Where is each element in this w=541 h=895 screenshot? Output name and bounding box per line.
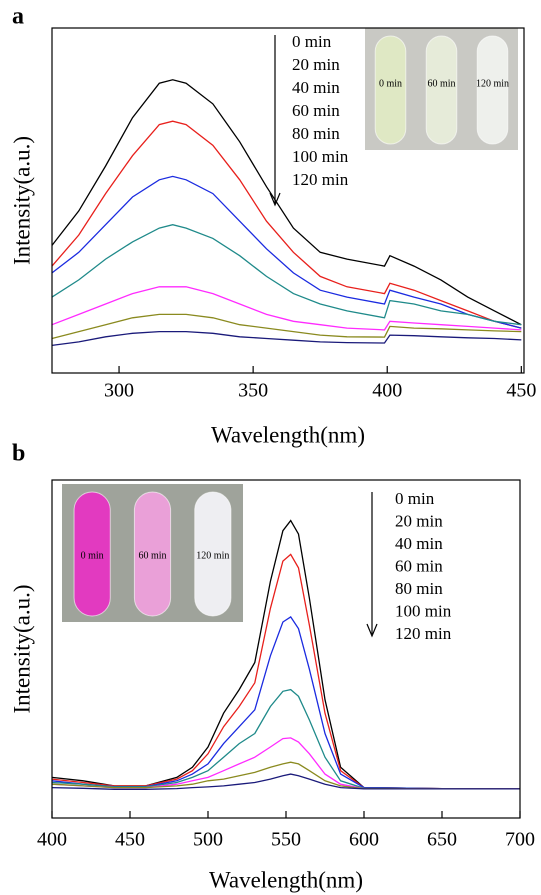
tube bbox=[476, 35, 509, 145]
legend-arrowhead bbox=[366, 623, 378, 638]
tube bbox=[374, 35, 407, 145]
legend-label: 60 min bbox=[395, 556, 443, 575]
x-axis-title: Wavelength(nm) bbox=[211, 422, 365, 447]
panel-label: b bbox=[12, 441, 25, 467]
spectrum-line bbox=[51, 120, 522, 329]
x-tick-label: 650 bbox=[427, 829, 457, 851]
tube bbox=[194, 491, 232, 617]
legend-label: 0 min bbox=[292, 32, 332, 51]
legend-label: 40 min bbox=[292, 78, 340, 97]
legend-arrowhead bbox=[269, 192, 281, 207]
x-tick-label: 450 bbox=[506, 380, 536, 402]
inset-label: 0 min bbox=[81, 550, 104, 561]
x-tick-label: 550 bbox=[271, 829, 301, 851]
legend-label: 60 min bbox=[292, 101, 340, 120]
x-tick-label: 600 bbox=[349, 829, 379, 851]
tube bbox=[425, 35, 458, 145]
spectrum-line bbox=[51, 688, 521, 790]
x-tick-label: 300 bbox=[104, 380, 134, 402]
spectrum-line bbox=[51, 761, 520, 790]
spectrum-line bbox=[51, 330, 522, 347]
y-axis-title: Intensity(a.u.) bbox=[9, 584, 34, 713]
x-axis-title: Wavelength(nm) bbox=[209, 867, 363, 892]
spectrum-line bbox=[51, 313, 522, 340]
plot-frame bbox=[51, 27, 525, 374]
legend-label: 0 min bbox=[395, 489, 435, 508]
legend-label: 80 min bbox=[292, 124, 340, 143]
legend-label: 120 min bbox=[292, 170, 349, 189]
tube bbox=[133, 491, 172, 617]
legend-label: 40 min bbox=[395, 534, 443, 553]
inset-label: 60 min bbox=[427, 78, 455, 89]
x-tick-label: 700 bbox=[505, 829, 535, 851]
legend-label: 100 min bbox=[292, 147, 349, 166]
legend-label: 100 min bbox=[395, 601, 452, 620]
inset-label: 120 min bbox=[476, 78, 509, 89]
legend-label: 20 min bbox=[395, 511, 443, 530]
panel-label: a bbox=[12, 4, 24, 30]
spectrum-line bbox=[51, 286, 522, 331]
legend-label: 20 min bbox=[292, 55, 340, 74]
y-axis-title: Intensity(a.u.) bbox=[9, 136, 34, 265]
x-tick-label: 350 bbox=[238, 380, 268, 402]
x-tick-label: 450 bbox=[115, 829, 145, 851]
legend-label: 120 min bbox=[395, 624, 452, 643]
x-tick-label: 500 bbox=[193, 829, 223, 851]
spectrum-line bbox=[51, 224, 522, 326]
inset-label: 120 min bbox=[196, 550, 229, 561]
legend-label: 80 min bbox=[395, 579, 443, 598]
x-tick-label: 400 bbox=[37, 829, 67, 851]
spectrum-line bbox=[51, 773, 520, 790]
spectrum-line bbox=[51, 553, 521, 790]
inset-label: 60 min bbox=[138, 550, 166, 561]
tube bbox=[73, 491, 111, 617]
x-tick-label: 400 bbox=[372, 380, 402, 402]
spectrum-line bbox=[51, 79, 522, 326]
spectrum-line bbox=[51, 175, 522, 329]
inset-label: 0 min bbox=[379, 78, 402, 89]
